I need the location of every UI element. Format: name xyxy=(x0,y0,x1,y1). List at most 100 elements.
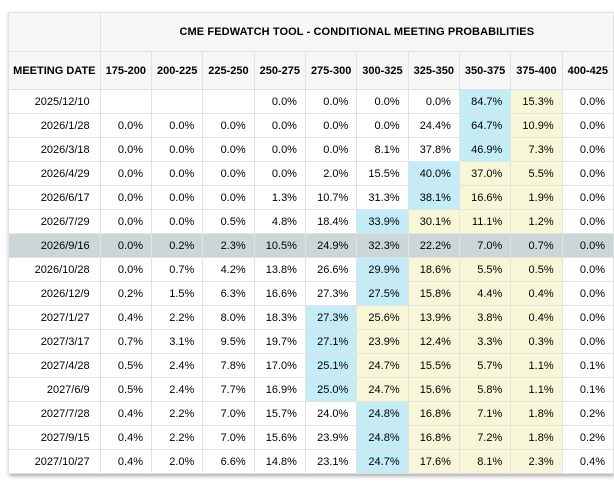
probability-cell: 0.0% xyxy=(202,185,255,210)
table-row[interactable]: 2027/7/28 0.4% 2.2% 7.0% 15.7% 24.0% 24.8% 16.8… xyxy=(8,401,614,426)
probability-cell: 15.5% xyxy=(407,353,460,378)
probability-cell: 15.8% xyxy=(407,281,460,306)
corner-cell xyxy=(8,12,101,52)
meeting-date-cell: 2026/7/29 xyxy=(8,209,101,234)
probability-cell: 15.6% xyxy=(253,425,306,450)
table-row[interactable]: 2027/6/9 0.5% 2.4% 7.7% 16.9% 25.0% 24.7% 15.6%… xyxy=(8,377,614,402)
column-header-row: MEETING DATE 175-200 200-225 225-250 250-27… xyxy=(8,51,614,90)
probability-cell: 0.0% xyxy=(561,281,614,306)
probability-cell: 10.5% xyxy=(253,233,306,258)
table-row[interactable]: 2026/10/28 0.0% 0.7% 4.2% 13.8% 26.6% 29.9% 18.… xyxy=(8,257,614,282)
probability-cell: 5.5% xyxy=(458,257,512,282)
probability-cell: 0.0% xyxy=(202,161,255,186)
table-row[interactable]: 2026/7/29 0.0% 0.0% 0.5% 4.8% 18.4% 33.9% 30.1%… xyxy=(8,209,614,234)
probability-cell: 27.3% xyxy=(304,281,358,306)
probability-cell: 24.7% xyxy=(356,377,409,402)
meeting-date-cell: 2027/9/15 xyxy=(8,425,101,450)
probability-cell: 6.6% xyxy=(202,449,255,474)
probability-cell: 7.0% xyxy=(202,425,255,450)
probability-cell: 1.5% xyxy=(150,281,204,306)
probability-cell: 8.0% xyxy=(202,305,255,330)
probability-cell: 2.4% xyxy=(150,353,204,378)
table-row[interactable]: 2026/1/28 0.0% 0.0% 0.0% 0.0% 0.0% 0.0% 24.4% 64… xyxy=(8,113,614,138)
probability-cell: 0.0% xyxy=(561,89,614,114)
probability-cell: 0.7% xyxy=(99,329,152,354)
probability-cell: 0.2% xyxy=(150,233,204,258)
probability-cell: 0.0% xyxy=(99,185,152,210)
probability-cell: 4.8% xyxy=(253,209,306,234)
rate-range-header: 225-250 xyxy=(202,51,255,90)
probability-cell: 27.3% xyxy=(304,305,358,330)
probability-cell: 0.0% xyxy=(561,233,614,258)
probability-cell: 0.4% xyxy=(510,305,563,330)
probability-cell: 5.7% xyxy=(458,353,512,378)
probability-cell: 0.0% xyxy=(99,233,152,258)
table-row[interactable]: 2027/1/27 0.4% 2.2% 8.0% 18.3% 27.3% 25.6% 13.9… xyxy=(8,305,614,330)
probability-cell: 3.1% xyxy=(150,329,204,354)
probability-cell: 10.9% xyxy=(510,113,563,138)
probability-cell: 29.9% xyxy=(356,257,409,282)
probability-cell: 6.3% xyxy=(202,281,255,306)
probability-cell: 5.8% xyxy=(458,377,512,402)
rate-range-header: 325-350 xyxy=(407,51,460,90)
probability-cell: 9.5% xyxy=(202,329,255,354)
table-row[interactable]: 2026/6/17 0.0% 0.0% 0.0% 1.3% 10.7% 31.3% 38.1%… xyxy=(8,185,614,210)
table-row[interactable]: 2026/3/18 0.0% 0.0% 0.0% 0.0% 0.0% 8.1% 37.8% 46… xyxy=(8,137,614,162)
probability-cell: 3.8% xyxy=(458,305,512,330)
table-row[interactable]: 2025/12/10 0.0% 0.0% 0.0% 0.0% 84.7% 15.3% 0.0% xyxy=(8,89,614,114)
probability-cell: 46.9% xyxy=(458,137,512,162)
probability-cell: 31.3% xyxy=(356,185,409,210)
probability-cell: 0.0% xyxy=(304,137,358,162)
table-row[interactable]: 2027/10/27 0.4% 2.0% 6.6% 14.8% 23.1% 24.7% 17.… xyxy=(8,449,614,474)
probability-cell: 0.0% xyxy=(407,89,460,114)
table-row[interactable]: 2027/3/17 0.7% 3.1% 9.5% 19.7% 27.1% 23.9% 12.4… xyxy=(8,329,614,354)
probability-cell: 0.0% xyxy=(561,209,614,234)
probability-cell: 2.3% xyxy=(510,449,563,474)
probability-cell: 25.6% xyxy=(356,305,409,330)
probability-cell: 40.0% xyxy=(407,161,460,186)
probability-cell: 37.8% xyxy=(407,137,460,162)
probability-cell xyxy=(150,89,204,114)
meeting-date-header: MEETING DATE xyxy=(8,51,101,90)
rate-range-header: 200-225 xyxy=(150,51,204,90)
probability-cell: 0.0% xyxy=(253,161,306,186)
table-row[interactable]: 2027/9/15 0.4% 2.2% 7.0% 15.6% 23.9% 24.8% 16.8… xyxy=(8,425,614,450)
probability-cell: 7.3% xyxy=(510,137,563,162)
probability-cell: 4.2% xyxy=(202,257,255,282)
meeting-date-cell: 2027/10/27 xyxy=(8,449,101,474)
table-row[interactable]: 2027/4/28 0.5% 2.4% 7.8% 17.0% 25.1% 24.7% 15.5… xyxy=(8,353,614,378)
probability-cell: 0.0% xyxy=(150,137,204,162)
probability-cell: 0.0% xyxy=(561,185,614,210)
probability-cell: 2.0% xyxy=(150,449,204,474)
probability-cell: 0.1% xyxy=(561,353,614,378)
probability-cell: 4.4% xyxy=(458,281,512,306)
probability-cell: 0.0% xyxy=(253,137,306,162)
meeting-date-cell: 2026/3/18 xyxy=(8,137,101,162)
rate-range-header: 400-425 xyxy=(561,51,614,90)
probability-cell: 24.7% xyxy=(356,353,409,378)
probability-cell: 25.1% xyxy=(304,353,358,378)
fedwatch-tool-panel: CME FEDWATCH TOOL - CONDITIONAL MEETING … xyxy=(8,12,614,474)
table-row[interactable]: 2026/4/29 0.0% 0.0% 0.0% 0.0% 2.0% 15.5% 40.0% 3… xyxy=(8,161,614,186)
probability-cell: 0.5% xyxy=(510,257,563,282)
probability-cell: 7.0% xyxy=(202,401,255,426)
probability-cell: 16.9% xyxy=(253,377,306,402)
probability-cell: 24.8% xyxy=(356,425,409,450)
probability-cell: 0.0% xyxy=(99,113,152,138)
probability-cell: 12.4% xyxy=(407,329,460,354)
probability-cell: 0.0% xyxy=(99,161,152,186)
meeting-date-cell: 2025/12/10 xyxy=(8,89,101,114)
meeting-date-cell: 2026/6/17 xyxy=(8,185,101,210)
probability-cell: 0.7% xyxy=(510,233,563,258)
probability-cell: 7.1% xyxy=(458,401,512,426)
table-row[interactable]: 2026/9/16 0.0% 0.2% 2.3% 10.5% 24.9% 32.3% 22.2… xyxy=(8,233,614,258)
probability-cell: 30.1% xyxy=(407,209,460,234)
probability-cell: 25.0% xyxy=(304,377,358,402)
probability-cell: 10.7% xyxy=(304,185,358,210)
table-row[interactable]: 2026/12/9 0.2% 1.5% 6.3% 16.6% 27.3% 27.5% 15.8… xyxy=(8,281,614,306)
probability-cell: 1.8% xyxy=(510,425,563,450)
probability-cell: 5.5% xyxy=(510,161,563,186)
probability-cell: 1.3% xyxy=(253,185,306,210)
meeting-date-cell: 2026/12/9 xyxy=(8,281,101,306)
rate-range-header: 350-375 xyxy=(458,51,512,90)
